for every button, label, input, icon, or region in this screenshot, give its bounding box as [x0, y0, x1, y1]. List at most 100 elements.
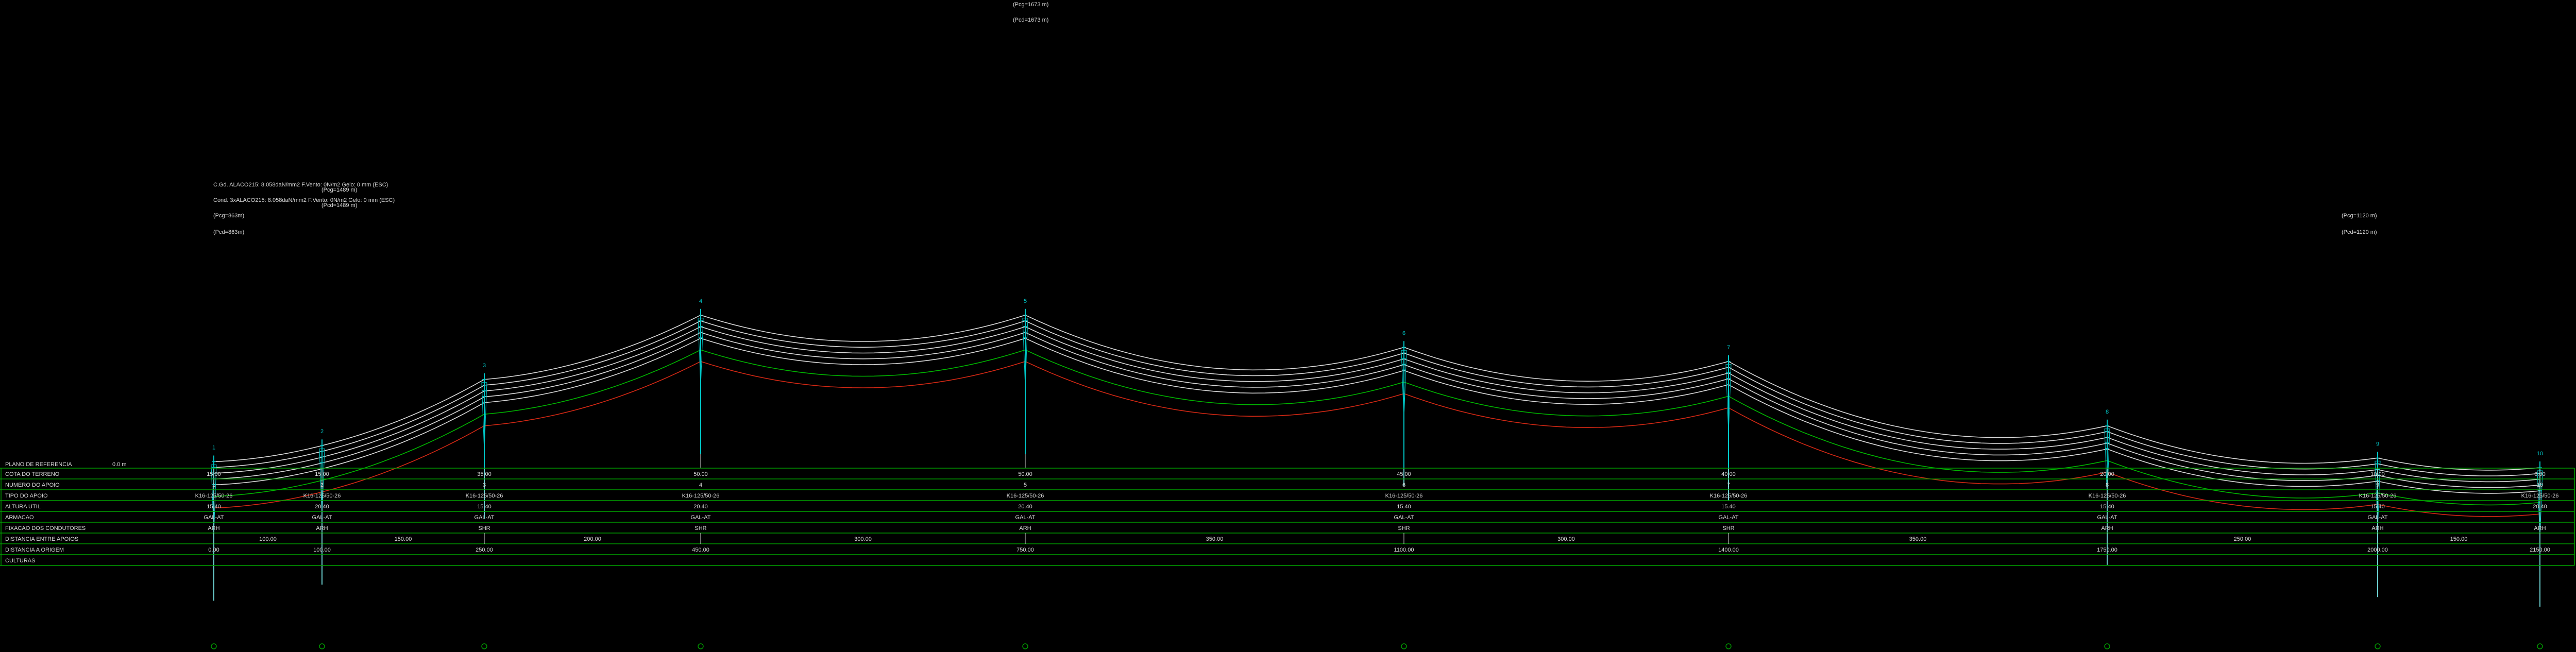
- fixacao-cell: SHR: [1722, 525, 1734, 531]
- armacao-cell: GAL-AT: [1015, 514, 1036, 521]
- origem-cell: 0.00: [208, 547, 219, 553]
- pole-number-label: 10: [2537, 451, 2543, 457]
- span-cell: 200.00: [584, 536, 601, 542]
- armacao-cell: GAL-AT: [1394, 514, 1414, 521]
- cota-cell: 50.00: [693, 471, 708, 477]
- numero-cell: 5: [1024, 482, 1027, 488]
- row-label-tipo: TIPO DO APOIO: [5, 493, 48, 499]
- span-cell: 300.00: [1557, 536, 1575, 542]
- numero-cell: 6: [1402, 482, 1405, 488]
- span-cell: 150.00: [2450, 536, 2468, 542]
- numero-cell: 4: [699, 482, 702, 488]
- reference-plane-label: PLANO DE REFERENCIA: [5, 461, 72, 468]
- altura-cell: 15.40: [207, 504, 221, 510]
- armacao-cell: GAL-AT: [312, 514, 332, 521]
- support-marker: [2104, 643, 2110, 649]
- conductor-curve: [213, 349, 2540, 506]
- tipo-cell: K16-125/50-26: [2089, 493, 2126, 499]
- altura-cell: 20.40: [1018, 504, 1032, 510]
- span-cell: 350.00: [1206, 536, 1224, 542]
- bottom-markers: [211, 643, 2543, 649]
- altura-cell: 15.40: [1721, 504, 1736, 510]
- conductor-curve: [213, 332, 2540, 488]
- origem-cell: 2150.00: [2530, 547, 2550, 553]
- origem-cell: 1100.00: [1394, 547, 1414, 553]
- pole-arm: [319, 448, 325, 518]
- cota-cell: 20.00: [2100, 471, 2114, 477]
- pole-number-label: 9: [2376, 441, 2379, 447]
- altura-cell: 15.40: [1397, 504, 1411, 510]
- legend-ground-wire: C.Gd. ALACO215: 8.058daN/mm2 F.Vento: 0N…: [213, 182, 388, 188]
- support-marker: [2537, 643, 2543, 649]
- fixacao-cell: ARH: [2101, 525, 2113, 531]
- pole-number-label: 8: [2106, 409, 2109, 415]
- fixacao-cell: ARH: [316, 525, 328, 531]
- cota-cell: 35.00: [477, 471, 492, 477]
- fixacao-cell: ARH: [2371, 525, 2383, 531]
- origem-cell: 750.00: [1016, 547, 1034, 553]
- fixacao-cell: SHR: [694, 525, 706, 531]
- tipo-cell: K16-125/50-26: [1710, 493, 1748, 499]
- pole-arm: [1725, 364, 1732, 434]
- numero-cell: 8: [2106, 482, 2109, 488]
- legend-pcg: (Pcg=863m): [213, 213, 244, 219]
- cota-cell: 15.00: [207, 471, 221, 477]
- numero-cell: 9: [2376, 482, 2379, 488]
- right-note-pcg: (Pcg=1120 m): [2342, 213, 2377, 219]
- support-marker: [319, 643, 325, 649]
- support-marker: [2375, 643, 2381, 649]
- span-cell: 350.00: [1909, 536, 1927, 542]
- top-note-pcd: (Pcd=1673 m): [1013, 17, 1048, 23]
- conductor-curve: [213, 337, 2540, 494]
- origem-cell: 100.00: [313, 547, 331, 553]
- tipo-cell: K16-125/50-26: [303, 493, 341, 499]
- pole-arm: [1022, 318, 1028, 387]
- numero-cell: 3: [483, 482, 486, 488]
- support-marker: [481, 643, 487, 649]
- row-label-altura: ALTURA UTIL: [5, 504, 41, 510]
- profile-table-cells: 15.00 1 K16-125/50-26 15.40 GAL-AT ARH 0.00 15.…: [195, 471, 2559, 553]
- fixacao-cell: SHR: [1398, 525, 1410, 531]
- altura-cell: 20.40: [693, 504, 708, 510]
- altura-cell: 15.40: [477, 504, 492, 510]
- cota-cell: 10.00: [2370, 471, 2385, 477]
- pole-number-label: 3: [483, 363, 486, 369]
- origem-cell: 1400.00: [1718, 547, 1739, 553]
- row-label-armacao: ARMACAO: [5, 514, 34, 521]
- pole-arm: [2104, 428, 2110, 498]
- numero-cell: 7: [1727, 482, 1730, 488]
- origem-cell: 250.00: [476, 547, 493, 553]
- fixacao-cell: ARH: [2534, 525, 2546, 531]
- altura-cell: 20.40: [2533, 504, 2547, 510]
- conductor-catenaries: [213, 314, 2540, 517]
- pole-arm: [2375, 460, 2381, 530]
- span-cell: 300.00: [854, 536, 872, 542]
- pole-number-label: 4: [699, 298, 702, 304]
- support-marker: [1022, 643, 1028, 649]
- span-cell: 150.00: [395, 536, 412, 542]
- pole-arm: [698, 318, 704, 387]
- numero-cell: 1: [212, 482, 215, 488]
- pole-arm: [211, 464, 217, 534]
- right-note-pcd: (Pcd=1120 m): [2342, 229, 2377, 235]
- legend-overlay-pcg: (Pcg=1489 m): [321, 187, 357, 193]
- fixacao-cell: ARH: [1019, 525, 1031, 531]
- row-label-cota: COTA DO TERRENO: [5, 471, 60, 477]
- row-label-culturas: CULTURAS: [5, 558, 35, 564]
- conductor-curve: [213, 320, 2540, 476]
- pole-number-label: 1: [212, 444, 215, 451]
- reference-plane-value: 0.0 m: [112, 461, 127, 468]
- armacao-cell: GAL-AT: [2097, 514, 2117, 521]
- support-poles: 1 2 3 4 5 6 7 8 9 10: [211, 298, 2543, 607]
- conductor-curve: [213, 326, 2540, 483]
- legend-conductor: Cond. 3xALACO215: 8.058daN/mm2 F.Vento: …: [213, 197, 395, 203]
- fixacao-cell: ARH: [208, 525, 219, 531]
- tipo-cell: K16-125/50-26: [2359, 493, 2397, 499]
- row-label-distancia-apoios: DISTANCIA ENTRE APOIOS: [5, 536, 78, 542]
- tipo-cell: K16-125/50-26: [2521, 493, 2559, 499]
- armacao-cell: GAL-AT: [691, 514, 711, 521]
- support-marker: [1401, 643, 1407, 649]
- fixacao-cell: SHR: [478, 525, 490, 531]
- tipo-cell: K16-125/50-26: [1385, 493, 1423, 499]
